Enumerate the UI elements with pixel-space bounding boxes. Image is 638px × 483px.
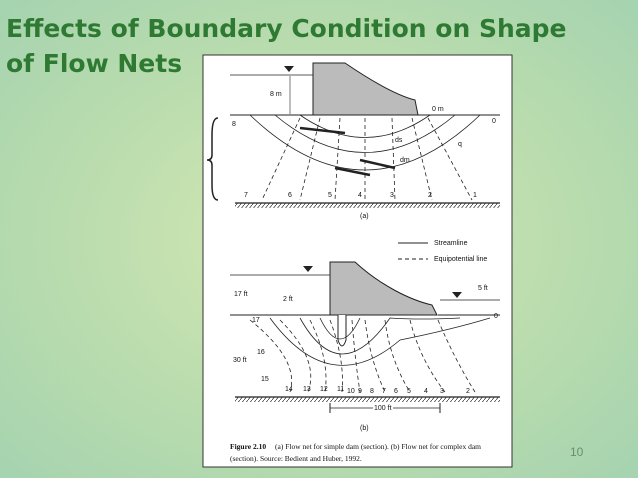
figure-label: 5 ft: [478, 285, 488, 292]
figure-label: 8 m: [270, 91, 282, 98]
figure-label: 3: [440, 388, 444, 395]
figure-label: 0 m: [432, 106, 444, 113]
legend-label: Equipotential line: [434, 256, 487, 263]
figure-label: 17: [252, 317, 260, 324]
figure-label: 100 ft: [374, 405, 392, 412]
figure-label: 12: [320, 386, 328, 393]
legend: Streamline Equipotential line: [398, 240, 487, 263]
figure-a: 8 m 0 m 8 0 ds dm q 7 6 5 4 3 2 1 (a): [206, 62, 500, 220]
figure-label: 2: [428, 192, 432, 199]
figure-label: 9: [358, 388, 362, 395]
figure-label: 3: [390, 192, 394, 199]
slide-title: of Flow Nets: [6, 49, 182, 78]
figure-b: 17 ft 2 ft 5 ft 17 0 16 30 ft 15 14 13 1…: [230, 261, 500, 432]
figure-label: ds: [395, 137, 403, 144]
figure-label: 0: [492, 118, 496, 125]
figure-label: 16: [257, 349, 265, 356]
figure-label: 8: [232, 121, 236, 128]
figure-label: 1: [473, 192, 477, 199]
figure-label: 7: [382, 388, 386, 395]
figure-label: 8: [370, 388, 374, 395]
figure-label: 6: [394, 388, 398, 395]
figure-label: 6: [288, 192, 292, 199]
caption-text: (section). Source: Bedient and Huber, 19…: [230, 454, 362, 463]
figure-label: 0: [494, 313, 498, 320]
page-number: 10: [570, 445, 584, 459]
caption-text: (a) Flow net for simple dam (section). (…: [275, 442, 481, 451]
figure-label: 13: [303, 386, 311, 393]
figure-label: 30 ft: [233, 357, 247, 364]
figure-label: 2: [466, 388, 470, 395]
figure-label: 7: [244, 192, 248, 199]
figure-label: 5: [328, 192, 332, 199]
figure-label: 11: [337, 386, 344, 393]
figure-tag: (b): [360, 425, 369, 432]
figure-label: 15: [261, 376, 269, 383]
figure-label: q: [458, 141, 462, 148]
figure-label: 5: [407, 388, 411, 395]
figure-label: dm: [400, 157, 410, 164]
figure-label: 14: [285, 386, 293, 393]
figure-label: 17 ft: [234, 291, 248, 298]
figure-tag: (a): [360, 213, 369, 220]
caption-label: Figure 2.10: [230, 442, 266, 451]
figure-label: 4: [358, 192, 362, 199]
legend-label: Streamline: [434, 240, 468, 247]
figure-label: 10: [347, 388, 355, 395]
figure-label: 4: [424, 388, 428, 395]
slide-title: Effects of Boundary Condition on Shape: [6, 14, 567, 43]
figure-label: 2 ft: [283, 296, 293, 303]
